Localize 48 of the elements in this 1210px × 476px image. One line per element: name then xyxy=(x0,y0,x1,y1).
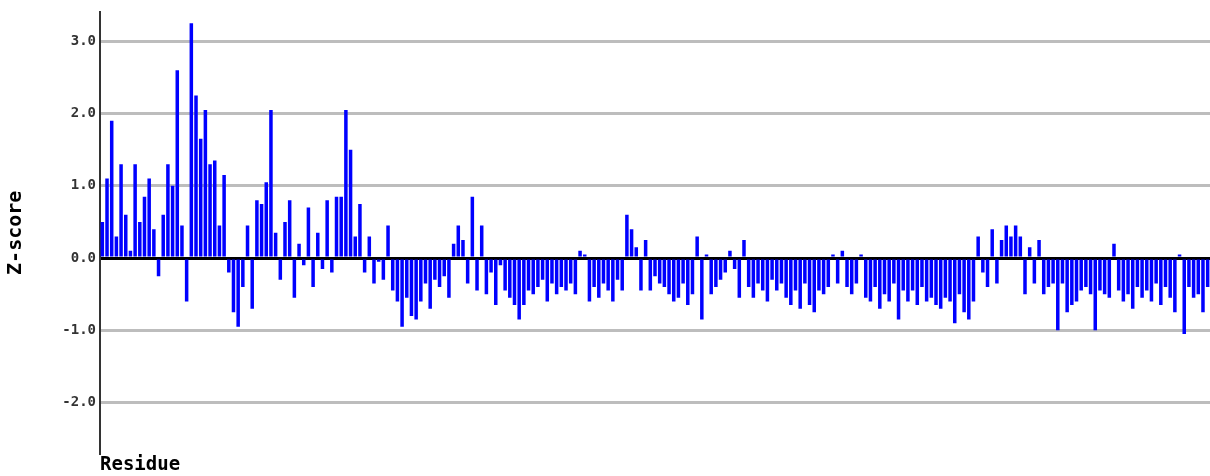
bar xyxy=(728,250,732,257)
bar xyxy=(255,200,259,257)
bar xyxy=(1037,240,1041,257)
bar xyxy=(316,232,320,257)
y-tick-label: 2.0 xyxy=(70,104,96,121)
bar xyxy=(311,259,315,287)
bar xyxy=(1023,259,1027,295)
bar xyxy=(864,259,868,298)
y-axis-title: Z-score xyxy=(2,190,27,275)
bar xyxy=(995,259,999,284)
bar xyxy=(1027,247,1032,257)
bar xyxy=(840,250,845,257)
y-tick-label: -2.0 xyxy=(62,393,96,410)
bar xyxy=(934,259,938,306)
bar xyxy=(634,247,639,257)
bar xyxy=(990,229,994,257)
bar xyxy=(564,259,568,291)
y-tick-label: -1.0 xyxy=(62,320,96,337)
bar xyxy=(976,236,980,257)
bar xyxy=(325,200,329,257)
x-axis-title: Residue xyxy=(100,451,181,474)
bar xyxy=(222,174,226,257)
bar xyxy=(695,236,699,257)
bar xyxy=(1177,254,1182,257)
bar xyxy=(700,259,704,320)
bar xyxy=(386,225,390,257)
bar xyxy=(297,243,301,257)
bar xyxy=(639,259,643,291)
bar xyxy=(625,214,629,257)
bar xyxy=(475,259,479,291)
bar xyxy=(250,259,254,309)
bar xyxy=(831,254,835,257)
bar xyxy=(212,160,217,257)
y-tick-label: 3.0 xyxy=(70,31,96,48)
bar xyxy=(704,254,709,257)
bar xyxy=(582,254,587,257)
bar xyxy=(269,109,273,257)
bar xyxy=(1093,259,1098,331)
bar xyxy=(952,259,957,324)
bar xyxy=(859,254,863,257)
bar xyxy=(620,259,624,291)
y-tick-label: 0.0 xyxy=(70,248,96,265)
bar xyxy=(372,259,376,284)
bar xyxy=(742,240,746,257)
y-tick-label: 1.0 xyxy=(70,176,96,193)
bar xyxy=(1201,259,1205,313)
bar xyxy=(1112,243,1116,257)
bar xyxy=(330,259,334,273)
